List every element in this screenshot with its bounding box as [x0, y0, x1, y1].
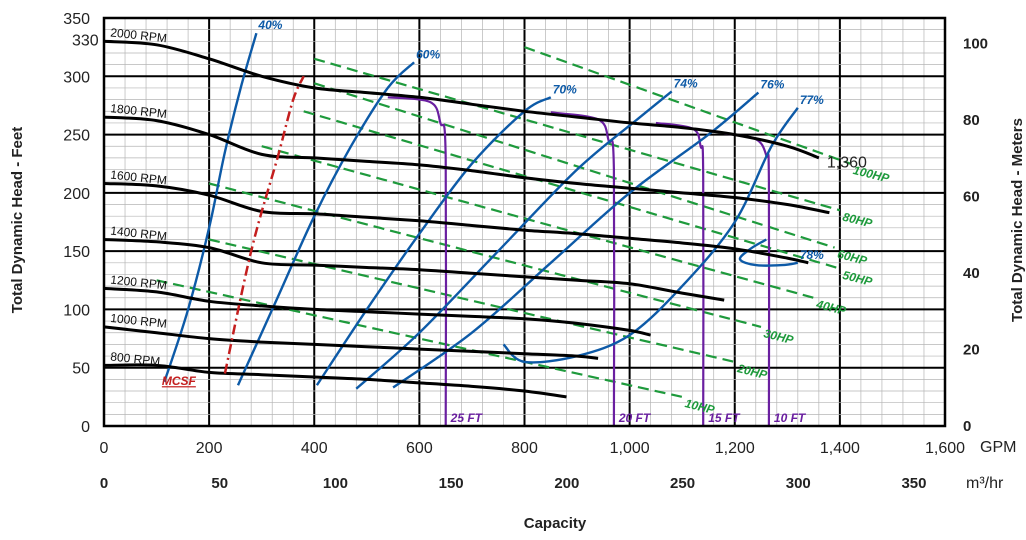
x-axis-label: Capacity	[524, 515, 587, 532]
npsh-label-20-ft: 20 FT	[618, 411, 652, 425]
power-label-60hp: 60HP	[836, 247, 869, 268]
speed-label-1000-rpm: 1000 RPM	[110, 311, 168, 331]
speed-label-1800-rpm: 1800 RPM	[110, 101, 168, 121]
y-tick-label: 150	[63, 244, 90, 261]
power-line-40hp	[261, 145, 814, 299]
y-tick-label: 250	[63, 128, 90, 145]
x2-unit-label: m³/hr	[966, 475, 1004, 492]
x-tick-label: 1,000	[610, 440, 650, 457]
npsh-label-15-ft: 15 FT	[708, 411, 741, 425]
speed-curve-1400-rpm	[103, 238, 725, 302]
efficiency-label-77: 77%	[800, 93, 824, 107]
speed-curve-800-rpm	[103, 363, 567, 399]
npsh-curve-25-ft	[387, 96, 448, 427]
power-lines	[156, 46, 851, 398]
speed-label-800-rpm: 800 RPM	[110, 349, 161, 368]
x-tick-label: 800	[511, 440, 538, 457]
power-line-20hp	[208, 238, 736, 363]
y-tick-label: 350	[63, 11, 90, 28]
x2-tick-label: 350	[901, 475, 926, 492]
efficiency-label-78: 78%	[800, 248, 824, 262]
x-tick-label: 1,600	[925, 440, 965, 457]
speed-curve-2000-rpm	[103, 39, 820, 160]
y2-tick-label: 100	[963, 36, 988, 53]
power-line-30hp	[208, 182, 762, 328]
y2-tick-label: 80	[963, 112, 980, 129]
mcsf-line	[223, 75, 305, 374]
mcsf-curve	[223, 75, 305, 374]
npsh-curve-20-ft	[550, 111, 616, 427]
x2-tick-label: 200	[554, 475, 579, 492]
speed-label-1600-rpm: 1600 RPM	[110, 168, 168, 188]
power-line-100hp	[524, 46, 851, 165]
x-unit-label: GPM	[980, 439, 1016, 456]
annotation-mcsf: MCSF	[162, 374, 197, 388]
efficiency-label-60: 60%	[416, 47, 440, 61]
power-line-10hp	[156, 279, 683, 398]
efficiency-label-76: 76%	[760, 78, 784, 92]
x2-tick-label: 0	[100, 475, 108, 492]
y-tick-label: 200	[63, 186, 90, 203]
speed-curve-1800-rpm	[103, 115, 830, 215]
efficiency-curve-74	[355, 90, 673, 390]
annotation-1360: 1,360	[827, 155, 867, 172]
x2-tick-label: 250	[670, 475, 695, 492]
y2-tick-label: 20	[963, 342, 980, 359]
efficiency-label-40: 40%	[257, 18, 282, 32]
speed-label-1200-rpm: 1200 RPM	[110, 273, 168, 293]
y-axis-label: Total Dynamic Head - Feet	[9, 127, 26, 313]
x-tick-label: 400	[301, 440, 328, 457]
speed-label-2000-rpm: 2000 RPM	[110, 25, 168, 45]
y2-tick-label: 0	[963, 418, 971, 435]
efficiency-curve-70	[315, 96, 552, 386]
speed-curves	[103, 39, 830, 399]
annotation-330: 330	[72, 32, 99, 49]
x-tick-label: 200	[196, 440, 223, 457]
x-tick-label: 600	[406, 440, 433, 457]
npsh-label-25-ft: 25 FT	[450, 411, 484, 425]
power-line-80hp	[313, 57, 841, 212]
x-tick-label: 1,400	[820, 440, 860, 457]
npsh-curves	[387, 96, 771, 427]
y2-tick-label: 60	[963, 189, 980, 206]
efficiency-label-74: 74%	[674, 76, 698, 90]
power-line-60hp	[313, 82, 835, 249]
x2-tick-label: 50	[211, 475, 228, 492]
speed-curve-1200-rpm	[103, 286, 651, 337]
x2-tick-label: 100	[323, 475, 348, 492]
y-tick-label: 0	[81, 419, 90, 436]
y-tick-label: 50	[72, 361, 90, 378]
efficiency-label-70: 70%	[553, 82, 577, 96]
efficiency-curve-77	[502, 107, 799, 364]
y-tick-label: 300	[63, 69, 90, 86]
x2-tick-label: 150	[439, 475, 464, 492]
y2-axis-label: Total Dynamic Head - Meters	[1009, 118, 1026, 322]
power-line-50hp	[303, 110, 841, 270]
speed-label-1400-rpm: 1400 RPM	[110, 224, 168, 244]
speed-curve-1600-rpm	[103, 182, 809, 265]
x-tick-label: 1,200	[715, 440, 755, 457]
efficiency-curve-78	[738, 238, 798, 267]
x2-tick-label: 300	[786, 475, 811, 492]
npsh-label-10-ft: 10 FT	[774, 411, 807, 425]
y-tick-label: 100	[63, 302, 90, 319]
x-tick-label: 0	[100, 440, 109, 457]
plot-frame	[102, 16, 947, 428]
speed-curve-1000-rpm	[103, 325, 599, 360]
efficiency-curve-60	[236, 61, 415, 386]
y2-tick-label: 40	[963, 265, 980, 282]
